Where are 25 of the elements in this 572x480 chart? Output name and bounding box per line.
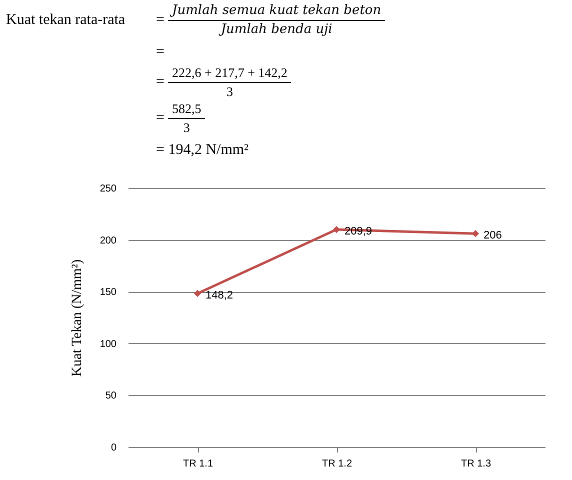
text: = (156, 110, 164, 126)
text: = (156, 12, 164, 28)
text: Kuat tekan rata-rata (6, 12, 126, 28)
x-tick-label: TR 1.2 (322, 458, 352, 470)
x-tick-label: TR 1.3 (460, 458, 492, 470)
text: 3 (225, 83, 234, 100)
y-tick-label: 0 (110, 442, 117, 454)
text: = 194,2 N/mm² (156, 142, 249, 158)
text: 3 (182, 119, 191, 136)
y-axis-title: Kuat Tekan (N/mm²) (70, 259, 85, 377)
text: = (156, 44, 164, 60)
point (194, 290, 202, 297)
text: Jumlah semua kuat tekan beton (168, 3, 386, 22)
y-tick-label: 50 (105, 390, 117, 402)
text: 582,5 (168, 101, 206, 120)
y-tick-label: 100 (100, 338, 117, 350)
data-label: 206 (484, 230, 502, 242)
y-tick-label: 150 (100, 287, 117, 298)
text: Jumlah benda uji (218, 21, 334, 38)
y-tick-label: 200 (100, 235, 117, 246)
y-tick-label: 250 (100, 184, 117, 194)
text: = (156, 74, 164, 90)
x-tick-label: TR 1.1 (182, 458, 214, 470)
text: 222,6 + 217,7 + 142,2 (168, 65, 292, 84)
data-label: 148,2 (206, 289, 234, 302)
